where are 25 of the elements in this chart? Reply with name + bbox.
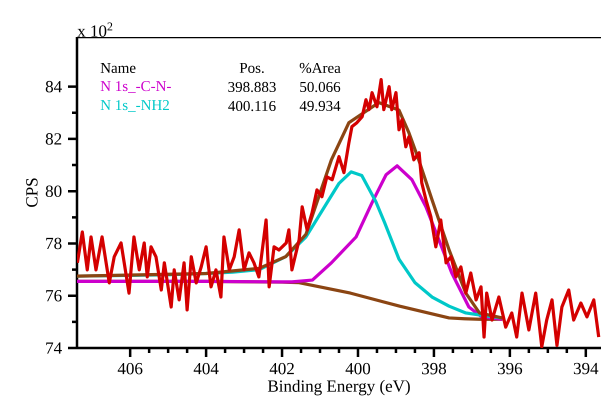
annotation: Pos. bbox=[240, 62, 264, 74]
x-tick-label: 406 bbox=[118, 362, 142, 374]
x-tick-label: 398 bbox=[422, 362, 446, 374]
y-tick-label: 80 bbox=[46, 185, 62, 197]
annotation: Name bbox=[100, 63, 136, 73]
text: x 10$^{2}$ bbox=[77, 22, 112, 37]
x-tick-label: 400 bbox=[346, 362, 370, 374]
annotation: 50.066 bbox=[300, 82, 340, 92]
y-tick-label: 82 bbox=[46, 133, 62, 145]
x-tick-label: 402 bbox=[270, 362, 294, 374]
annotation: 400.116 bbox=[228, 100, 276, 112]
y-tick-label: 74 bbox=[46, 342, 62, 354]
x-tick-label: 404 bbox=[194, 362, 219, 374]
y-tick-label: 76 bbox=[46, 290, 62, 302]
y-axis-title: CPS bbox=[26, 178, 38, 207]
y-tick-label: 84 bbox=[46, 80, 62, 92]
text: N 1s_-NH2 bbox=[100, 100, 169, 112]
x-tick-label: 396 bbox=[498, 362, 522, 374]
text: N 1s_-C-N- bbox=[100, 81, 171, 93]
annotation: 398.883 bbox=[228, 82, 276, 92]
annotation: 49.934 bbox=[300, 100, 340, 112]
y-tick-label: 78 bbox=[46, 238, 62, 250]
x-tick-label: 394 bbox=[574, 362, 598, 374]
x-axis-title: Binding Energy (eV) bbox=[268, 380, 410, 396]
annotation: %Area bbox=[300, 62, 341, 74]
